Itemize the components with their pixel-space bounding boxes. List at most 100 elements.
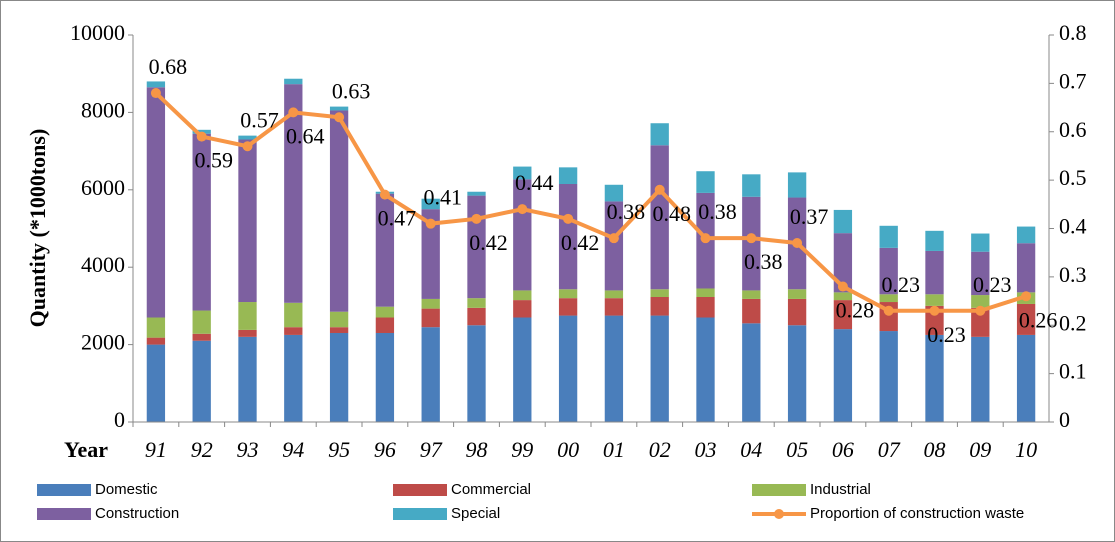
bar-segment: [558, 289, 578, 299]
bar-segment: [146, 337, 166, 345]
legend-label: Commercial: [451, 481, 531, 498]
bar-segment: [146, 81, 166, 88]
line-marker: [288, 107, 299, 118]
x-tick-label: 10: [1015, 437, 1037, 462]
x-tick-label: 09: [969, 437, 991, 462]
bar-segment: [284, 334, 303, 422]
legend-swatch: [37, 508, 91, 520]
line-marker: [1021, 291, 1032, 302]
legend-label: Proportion of construction waste: [810, 505, 1024, 522]
bar-segment: [329, 311, 349, 328]
line-marker: [792, 238, 803, 249]
x-tick-label: 08: [924, 437, 946, 462]
bar-segment: [146, 87, 166, 318]
legend-swatch: [393, 508, 447, 520]
data-label: 0.68: [149, 54, 188, 79]
y2-tick-label: 0.8: [1059, 20, 1087, 45]
line: [154, 91, 1027, 313]
bar-segment: [742, 174, 761, 197]
line-marker: [334, 112, 345, 123]
bar-segment: [696, 288, 715, 297]
bar-segment: [467, 191, 486, 196]
x-tick-label: 95: [328, 437, 350, 462]
line-marker: [425, 218, 436, 229]
bar-segment: [742, 298, 761, 324]
line-marker: [975, 305, 986, 316]
bar-segment: [971, 295, 990, 308]
y2-tick-label: 0.3: [1059, 262, 1087, 287]
bar-segment: [375, 193, 395, 307]
line-marker: [883, 305, 894, 316]
bar-segment: [604, 290, 624, 299]
bar-segment: [513, 317, 532, 422]
bar-segment: [421, 327, 440, 422]
y2-tick-label: 0.5: [1059, 165, 1087, 190]
bar-segment: [650, 123, 669, 146]
bar-segment: [421, 308, 440, 328]
line-marker: [608, 233, 619, 244]
legend-label: Construction: [95, 505, 179, 522]
bar-segment: [971, 251, 990, 296]
bar-segment: [787, 172, 807, 198]
line-marker: [471, 213, 482, 224]
legend-label: Industrial: [810, 481, 871, 498]
x-axis-title: Year: [64, 437, 108, 462]
legend-swatch: [37, 484, 91, 496]
data-label: 0.63: [332, 78, 371, 103]
bar-segment: [1016, 226, 1036, 244]
line-marker: [242, 141, 253, 152]
bar-segment: [650, 296, 669, 316]
data-label: 0.42: [469, 230, 508, 255]
bar-segment: [284, 84, 303, 303]
bar-segment: [513, 290, 532, 301]
bar-segment: [284, 78, 303, 85]
bar-segment: [925, 334, 944, 422]
line-marker: [517, 204, 528, 215]
data-label: 0.42: [561, 230, 600, 255]
legend-swatch: [393, 484, 447, 496]
bar-segment: [879, 331, 898, 422]
bar-segment: [329, 332, 349, 422]
bar-segment: [467, 298, 486, 308]
x-tick-label: 07: [878, 437, 901, 462]
bar-segment: [146, 344, 166, 422]
bar-segment: [879, 225, 898, 248]
data-label: 0.38: [744, 249, 783, 274]
bar-segment: [650, 145, 669, 290]
bar-segment: [971, 336, 990, 422]
data-label: 0.41: [423, 185, 462, 210]
bar-segment: [558, 315, 578, 422]
x-tick-label: 97: [420, 437, 443, 462]
data-label: 0.38: [698, 199, 737, 224]
bar-segment: [925, 294, 944, 306]
bar-segment: [238, 336, 257, 422]
data-label: 0.26: [1019, 307, 1058, 332]
line-marker: [654, 184, 665, 195]
bar-segment: [192, 333, 211, 341]
bar-segment: [696, 296, 715, 318]
data-label: 0.48: [652, 201, 691, 226]
bar-segment: [192, 310, 211, 334]
bar-segment: [833, 292, 853, 301]
bar-segment: [696, 317, 715, 422]
bar-segment: [604, 298, 624, 316]
line-marker: [837, 281, 848, 292]
bar-segment: [787, 298, 807, 326]
legend-label: Domestic: [95, 481, 158, 498]
x-tick-label: 00: [557, 437, 579, 462]
data-label: 0.28: [836, 298, 875, 323]
x-tick-label: 03: [695, 437, 717, 462]
bar-segment: [742, 196, 761, 291]
bar-segment: [1016, 303, 1036, 335]
bar-segment: [375, 306, 395, 318]
data-label: 0.57: [240, 107, 279, 132]
line-marker: [379, 189, 390, 200]
x-tick-label: 91: [145, 437, 167, 462]
line-marker: [700, 233, 711, 244]
data-label: 0.23: [973, 272, 1012, 297]
bar-segment: [284, 302, 303, 328]
bar-segment: [604, 201, 624, 291]
x-tick-label: 99: [511, 437, 533, 462]
bar-segment: [833, 233, 853, 293]
